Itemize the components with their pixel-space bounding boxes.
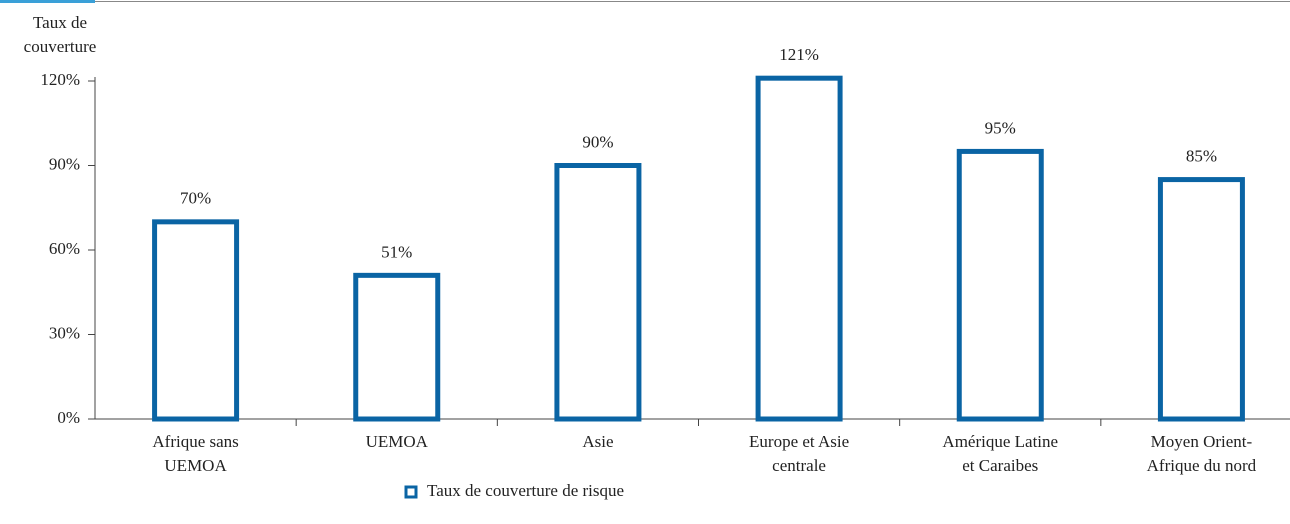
y-tick-label: 0% bbox=[57, 408, 80, 427]
bar bbox=[1157, 177, 1245, 422]
bar bbox=[353, 272, 441, 422]
top-accent bbox=[0, 0, 95, 3]
value-label: 95% bbox=[985, 118, 1016, 137]
x-tick-label: Asie bbox=[582, 432, 613, 451]
value-label: 70% bbox=[180, 189, 211, 208]
x-tick-label: Afrique sans UEMOA bbox=[152, 432, 238, 475]
bar bbox=[152, 219, 240, 422]
legend-swatch bbox=[404, 485, 418, 499]
legend-label: Taux de couverture de risque bbox=[427, 481, 624, 500]
y-tick-label: 60% bbox=[49, 239, 80, 258]
x-tick-label: Amérique Latine et Caraibes bbox=[942, 432, 1058, 475]
x-tick-label: Europe et Asie centrale bbox=[749, 432, 849, 475]
bar bbox=[554, 163, 642, 422]
y-tick-label: 120% bbox=[40, 70, 80, 89]
bar bbox=[956, 148, 1044, 422]
x-tick-label: Moyen Orient-Afrique du nord bbox=[1147, 432, 1257, 475]
value-label: 121% bbox=[779, 45, 819, 64]
y-tick-label: 90% bbox=[49, 154, 80, 173]
y-axis-label: Taux de couverture bbox=[24, 13, 97, 56]
y-tick-label: 30% bbox=[49, 323, 80, 342]
value-label: 90% bbox=[582, 132, 613, 151]
value-label: 85% bbox=[1186, 146, 1217, 165]
bar bbox=[755, 75, 843, 422]
x-tick-label: UEMOA bbox=[366, 432, 429, 451]
value-label: 51% bbox=[381, 242, 412, 261]
